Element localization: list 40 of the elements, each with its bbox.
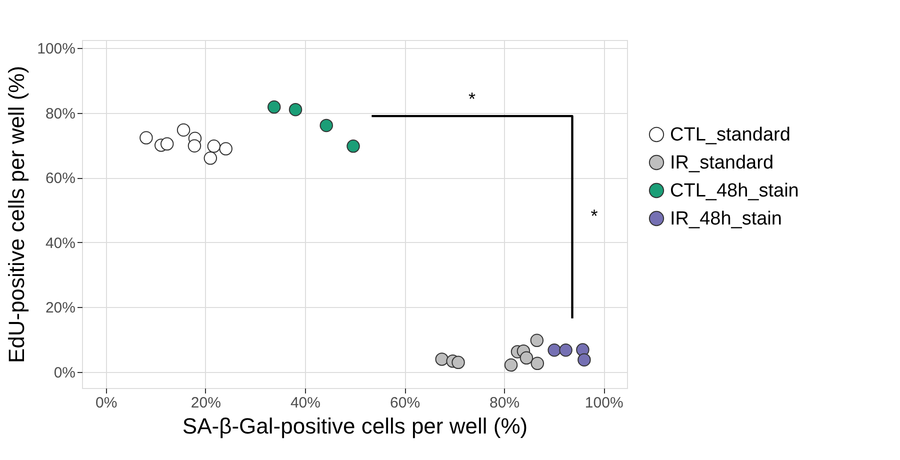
point <box>530 334 544 348</box>
y-tick-label: 40% <box>45 234 76 252</box>
annotation: * <box>468 89 476 110</box>
point <box>320 118 334 132</box>
x-tick-label: 0% <box>96 394 118 412</box>
point <box>176 123 190 137</box>
legend-label: CTL_standard <box>670 124 790 146</box>
point <box>207 140 221 153</box>
point <box>346 140 360 153</box>
y-tick-label: 60% <box>45 170 76 188</box>
y-axis-title: EdU-positive cells per well (%) <box>4 66 30 364</box>
point <box>504 358 518 372</box>
point <box>288 102 302 116</box>
x-tick-label: 40% <box>290 394 320 412</box>
point <box>219 142 232 156</box>
legend-label: IR_48h_stain <box>670 208 782 230</box>
point <box>530 356 544 370</box>
legend-label: IR_standard <box>670 152 774 174</box>
x-tick-label: 80% <box>490 394 520 412</box>
point <box>188 139 202 152</box>
point <box>520 351 534 365</box>
x-axis-title: SA-β-Gal-positive cells per well (%) <box>182 414 528 438</box>
legend-label: CTL_48h_stain <box>670 180 799 202</box>
x-tick-label: 100% <box>584 394 624 412</box>
y-tick-label: 0% <box>54 364 76 382</box>
x-tick-label: 60% <box>390 394 420 412</box>
point <box>559 344 572 357</box>
point <box>548 344 561 357</box>
x-tick-label: 20% <box>190 394 221 412</box>
point <box>140 131 153 144</box>
annotation: * <box>590 206 598 226</box>
point <box>204 152 218 165</box>
point <box>267 100 281 114</box>
y-tick-label: 20% <box>45 300 76 317</box>
y-tick-label: 100% <box>37 40 76 58</box>
point <box>452 356 465 370</box>
point <box>160 137 174 151</box>
point <box>578 353 591 366</box>
y-tick-label: 80% <box>45 105 76 122</box>
point <box>435 352 448 366</box>
